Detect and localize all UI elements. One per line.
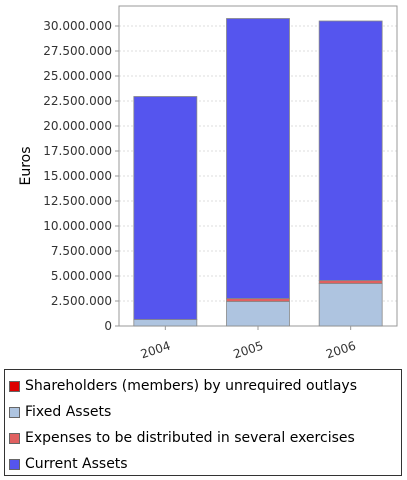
y-tick-label: 5.000.000	[51, 269, 112, 283]
bar-segment	[318, 280, 383, 284]
legend-swatch	[9, 432, 20, 444]
bar-segment	[318, 20, 383, 281]
stacked-bar-chart: 0 2.500.000 5.000.000 7.500.000 10.000.000 12…	[18, 5, 398, 361]
y-tick-label: 10.000.000	[43, 219, 112, 233]
y-tick-label: 12.500.000	[43, 194, 112, 208]
y-axis-ticks: 0 2.500.000 5.000.000 7.500.000 10.000.000 12…	[43, 19, 119, 333]
legend-label: Current Assets	[25, 456, 128, 472]
legend-swatch	[9, 458, 20, 470]
y-tick-label: 20.000.000	[43, 119, 112, 133]
legend-label: Fixed Assets	[25, 404, 112, 420]
y-tick-label: 0	[104, 319, 112, 333]
y-tick-label: 22.500.000	[43, 94, 112, 108]
y-tick-label: 7.500.000	[51, 244, 112, 258]
bar-segment	[318, 283, 383, 327]
y-tick-label: 15.000.000	[43, 169, 112, 183]
legend-item-fixed-assets: Fixed Assets	[9, 399, 401, 425]
y-tick-label: 25.000.000	[43, 69, 112, 83]
bar-segment	[133, 319, 198, 327]
x-tick-label: 2006	[324, 339, 357, 362]
bar-segment	[226, 301, 290, 327]
bar-segment	[226, 298, 290, 302]
legend-swatch	[9, 406, 20, 418]
x-tick-label: 2005	[232, 339, 265, 362]
legend-swatch	[9, 380, 20, 392]
legend-item-current-assets: Current Assets	[9, 451, 401, 477]
legend-item-expenses: Expenses to be distributed in several ex…	[9, 425, 401, 451]
bars	[133, 18, 383, 327]
x-axis-ticks: 2004 2005 2006	[139, 326, 358, 361]
y-tick-label: 30.000.000	[43, 19, 112, 33]
legend-item-shareholders: Shareholders (members) by unrequired out…	[9, 373, 401, 399]
y-tick-label: 27.500.000	[43, 44, 112, 58]
legend-label: Shareholders (members) by unrequired out…	[25, 378, 357, 394]
y-tick-label: 17.500.000	[43, 144, 112, 158]
legend-label: Expenses to be distributed in several ex…	[25, 430, 355, 446]
y-tick-label: 2.500.000	[51, 294, 112, 308]
y-axis-label: Euros	[18, 146, 34, 185]
legend: Shareholders (members) by unrequired out…	[4, 369, 402, 476]
bar-segment	[226, 18, 290, 299]
bar-segment	[133, 96, 198, 320]
x-tick-label: 2004	[139, 339, 172, 362]
